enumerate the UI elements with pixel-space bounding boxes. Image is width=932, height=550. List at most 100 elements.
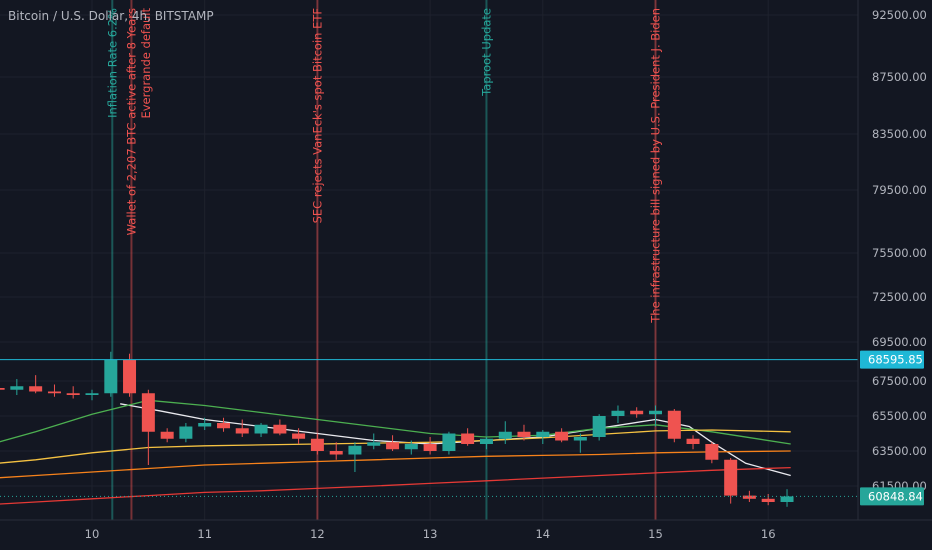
candle-body [10, 386, 24, 390]
candle [517, 424, 531, 441]
candle-body [0, 388, 5, 390]
candle-body [217, 423, 231, 429]
candle [160, 428, 174, 443]
candle-body [724, 459, 738, 496]
candle-body [123, 359, 137, 394]
candle-body [761, 498, 775, 502]
candle-body [292, 433, 306, 439]
price-tick-label: 63500.00 [872, 444, 927, 458]
candle-body [235, 428, 249, 434]
candle-body [705, 444, 719, 460]
candle [217, 417, 231, 432]
candle-body [367, 442, 381, 446]
time-tick-label: 15 [648, 527, 663, 541]
price-tick-label: 83500.00 [872, 127, 927, 141]
indicator-line [0, 450, 791, 479]
price-tag-label: 68595.85 [868, 353, 923, 367]
candle-body [198, 423, 212, 427]
candle [273, 419, 287, 436]
candle-body [423, 444, 437, 451]
candle [724, 458, 738, 504]
candle-body [573, 437, 587, 441]
price-tags: 68595.85 60848.84 [860, 350, 924, 506]
price-tick-label: 67500.00 [872, 374, 927, 388]
candle-body [592, 416, 606, 437]
candle [686, 435, 700, 450]
candle-body [310, 438, 324, 451]
price-lines [0, 359, 858, 497]
candle [555, 428, 569, 443]
candle [348, 442, 362, 472]
candle-body [404, 444, 418, 450]
candle [292, 428, 306, 444]
chart-title: Bitcoin / U.S. Dollar, 4h, BITSTAMP [8, 9, 214, 23]
candles [0, 351, 794, 507]
candle [630, 407, 644, 418]
price-tag-bg [860, 487, 924, 506]
time-tick-label: 11 [197, 527, 212, 541]
price-tick-label: 69500.00 [872, 335, 927, 349]
candle-body [461, 433, 475, 444]
candle [66, 386, 80, 399]
candle [667, 409, 681, 443]
time-tick-label: 12 [310, 527, 325, 541]
price-tick-label: 75500.00 [872, 246, 927, 260]
price-tick-label: 92500.00 [872, 8, 927, 22]
candle [85, 389, 99, 401]
candle [479, 437, 493, 450]
candle-body [273, 424, 287, 434]
price-tag-label: 60848.84 [868, 489, 923, 503]
event-label: Inflation Rate 6.2% [105, 8, 119, 118]
candle [0, 388, 5, 390]
candle-body [667, 410, 681, 439]
candle [498, 421, 512, 444]
candle-body [329, 451, 343, 455]
price-tag-bg [860, 350, 924, 369]
candle [198, 417, 212, 430]
candle [141, 389, 155, 465]
candle-body [611, 410, 625, 416]
candle [235, 419, 249, 437]
candle-body [630, 410, 644, 415]
event-label: Taproot Update [479, 8, 493, 97]
candle [423, 437, 437, 455]
candle [592, 414, 606, 441]
candle-body [29, 386, 43, 392]
time-tick-label: 16 [761, 527, 776, 541]
event-label: Wallet of 2,207 BTC active after 8 Years [124, 8, 138, 235]
candle [404, 440, 418, 455]
candle-body [479, 438, 493, 444]
candle [47, 384, 61, 397]
candle-body [649, 410, 662, 415]
candle-body [179, 426, 193, 439]
candle-body [47, 391, 61, 394]
candle-body [254, 424, 268, 434]
event-label: SEC rejects VanEck's spot Bitcoin ETF [310, 8, 324, 223]
candle [179, 423, 193, 443]
indicator-line [0, 466, 791, 505]
time-tick-label: 10 [85, 527, 100, 541]
candle [742, 490, 756, 502]
candle-body [498, 431, 512, 439]
candle [254, 423, 268, 437]
price-axis: 92500.00 87500.00 83500.00 79500.00 75500.00… [872, 8, 927, 493]
price-tick-label: 87500.00 [872, 70, 927, 84]
time-axis: 10 11 12 13 14 15 16 [85, 527, 776, 541]
candle [442, 431, 456, 455]
candle-body [686, 438, 700, 444]
candle [329, 442, 343, 460]
event-label: Evergrande default [139, 8, 153, 119]
candle [649, 405, 662, 427]
candle [367, 433, 381, 450]
candle [10, 379, 24, 395]
candle [386, 435, 400, 451]
candle-body [386, 442, 400, 450]
candle-body [66, 393, 80, 395]
time-tick-label: 14 [535, 527, 550, 541]
candle-body [104, 359, 118, 394]
candle [536, 430, 550, 444]
candle [310, 433, 324, 455]
candle-body [555, 431, 569, 441]
candle-body [348, 445, 362, 455]
